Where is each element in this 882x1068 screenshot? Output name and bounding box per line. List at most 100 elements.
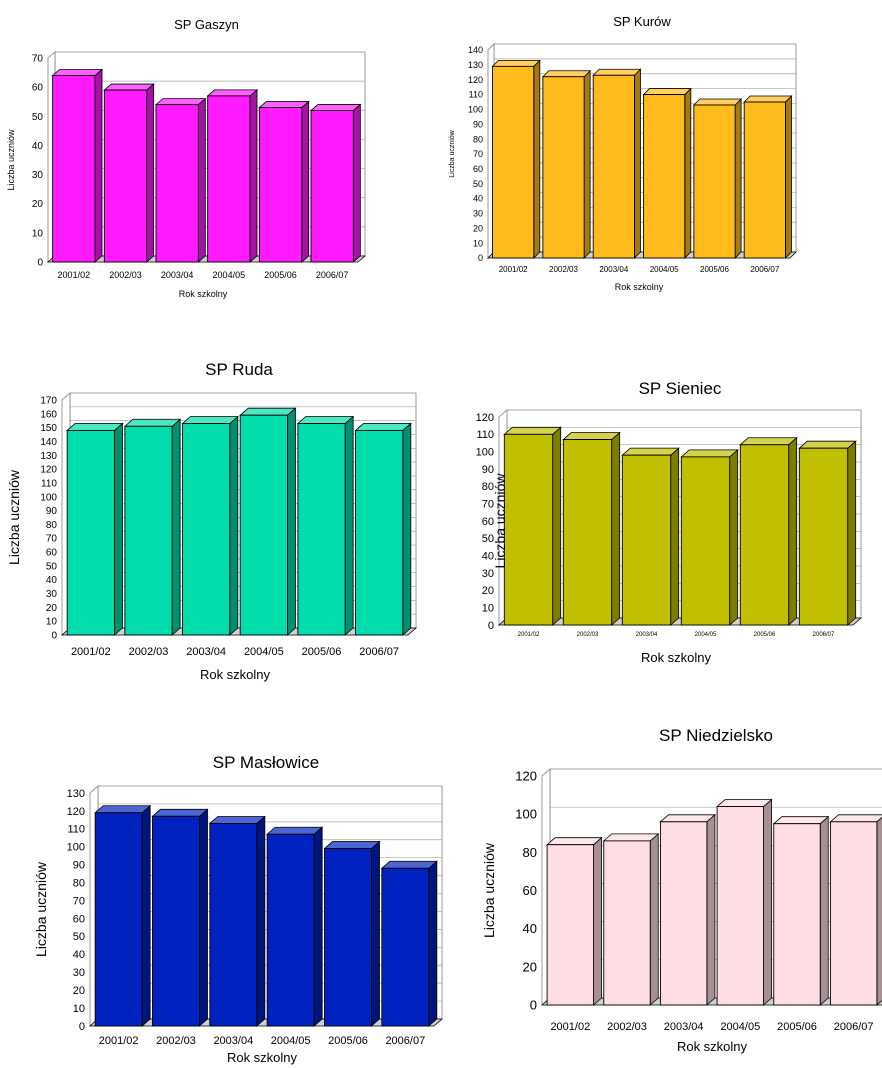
x-tick-label: 2005/06 <box>754 632 776 638</box>
bar <box>323 840 381 1027</box>
x-tick-label: 2002/03 <box>109 270 142 280</box>
y-tick-label: 60 <box>73 913 85 925</box>
bar-front <box>680 456 731 626</box>
bar-front <box>798 447 849 626</box>
y-tick-label: 100 <box>468 105 483 115</box>
bar <box>659 813 716 1006</box>
y-tick-label: 120 <box>476 412 494 424</box>
y-tick-label: 60 <box>473 164 483 174</box>
bar <box>503 426 562 626</box>
bar <box>103 83 155 263</box>
x-tick-label: 2003/04 <box>636 632 658 638</box>
bar-top <box>621 447 680 456</box>
bar-front <box>103 89 148 263</box>
y-tick-label: 10 <box>482 603 494 615</box>
y-axis-label: Liczba uczniów <box>492 473 508 569</box>
bar-side <box>729 448 739 626</box>
y-tick-label: 20 <box>523 959 537 974</box>
y-tick-label: 110 <box>469 90 483 100</box>
x-tick-label: 2006/07 <box>750 265 779 274</box>
bar-top <box>692 98 743 106</box>
y-tick-label: 90 <box>46 506 58 517</box>
bar-top <box>680 449 739 458</box>
bar-front <box>716 806 765 1006</box>
bar-top <box>151 808 209 817</box>
bar-front <box>155 104 199 263</box>
bar-front <box>546 844 595 1006</box>
bar-front <box>52 75 96 263</box>
bar <box>642 87 692 259</box>
bar-side <box>684 87 692 259</box>
bar-side <box>94 68 103 263</box>
y-tick-label: 40 <box>32 141 44 152</box>
bar-top <box>323 841 381 849</box>
bar-side <box>344 415 354 636</box>
bar-front <box>209 823 258 1027</box>
bar-top <box>380 860 438 869</box>
bar-top <box>154 98 207 106</box>
x-tick-label: 2005/06 <box>264 270 297 280</box>
x-tick-label: 2002/03 <box>577 632 599 638</box>
x-tick-label: 2006/07 <box>813 632 835 638</box>
x-tick-label: 2003/04 <box>664 1021 704 1033</box>
bar-top <box>743 95 793 103</box>
bar-front <box>592 74 635 259</box>
bar <box>94 804 152 1027</box>
bar-side <box>141 804 151 1027</box>
x-tick-label: 2003/04 <box>213 1035 253 1047</box>
bar-top <box>503 426 562 435</box>
x-tick-label: 2001/02 <box>518 632 540 638</box>
y-tick-label: 20 <box>73 985 85 997</box>
bar-front <box>542 76 585 259</box>
x-tick-label: 2003/04 <box>599 265 628 274</box>
x-axis-label: Rok szkolny <box>200 667 271 682</box>
bar-side <box>313 826 323 1027</box>
bar-front <box>207 95 251 263</box>
y-tick-label: 30 <box>482 568 494 580</box>
x-tick-label: 2001/02 <box>99 1035 139 1047</box>
y-tick-label: 140 <box>40 437 57 448</box>
x-tick-label: 2003/04 <box>161 270 194 280</box>
chart-sp-sieniec: 0 10 20 30 40 50 60 70 80 90 100 110 120 2001/02 2002/… <box>476 379 863 665</box>
bar-front <box>603 840 651 1006</box>
bar-side <box>249 89 258 263</box>
bar-side <box>611 431 621 626</box>
y-tick-label: 40 <box>482 551 494 563</box>
chart-sp-maslowice: 0 10 20 30 40 50 60 70 80 90 100 110 120 130 2001/02 20… <box>33 753 444 1065</box>
y-tick-label: 0 <box>478 253 483 263</box>
y-tick-label: 70 <box>46 534 58 545</box>
bar-side <box>593 836 602 1006</box>
bar <box>680 448 739 626</box>
bar <box>354 422 412 636</box>
bar-front <box>829 821 878 1006</box>
bar-side <box>197 97 206 263</box>
x-tick-label: 2006/07 <box>359 646 399 658</box>
y-tick-label: 10 <box>46 617 58 628</box>
bar-side <box>229 415 239 636</box>
x-tick-label: 2004/05 <box>213 270 246 280</box>
y-axis-label: Liczba uczniów <box>33 861 49 957</box>
bar <box>491 59 541 259</box>
bar <box>208 815 266 1027</box>
y-tick-label: 120 <box>67 806 85 818</box>
bar-top <box>103 83 155 91</box>
bar <box>798 440 857 626</box>
bar-side <box>114 422 123 636</box>
bar <box>154 97 207 263</box>
x-tick-label: 2005/06 <box>328 1035 368 1047</box>
bar <box>66 422 124 636</box>
bar-top <box>296 416 355 424</box>
bar <box>592 68 642 259</box>
chart-title: SP Sieniec <box>639 379 722 398</box>
bar-top <box>206 89 259 97</box>
bar-front <box>239 414 288 636</box>
y-tick-label: 70 <box>32 54 44 65</box>
x-tick-label: 2001/02 <box>550 1021 590 1033</box>
x-tick-label: 2001/02 <box>58 270 91 280</box>
bar-top <box>94 805 152 814</box>
bar-top <box>309 104 362 111</box>
bar <box>716 798 773 1006</box>
y-tick-label: 130 <box>67 788 85 800</box>
chart-sp-ruda: 0 10 20 30 40 50 60 70 80 90 100 110 120 130 140 150 160… <box>6 360 418 682</box>
y-tick-label: 10 <box>73 1003 85 1015</box>
